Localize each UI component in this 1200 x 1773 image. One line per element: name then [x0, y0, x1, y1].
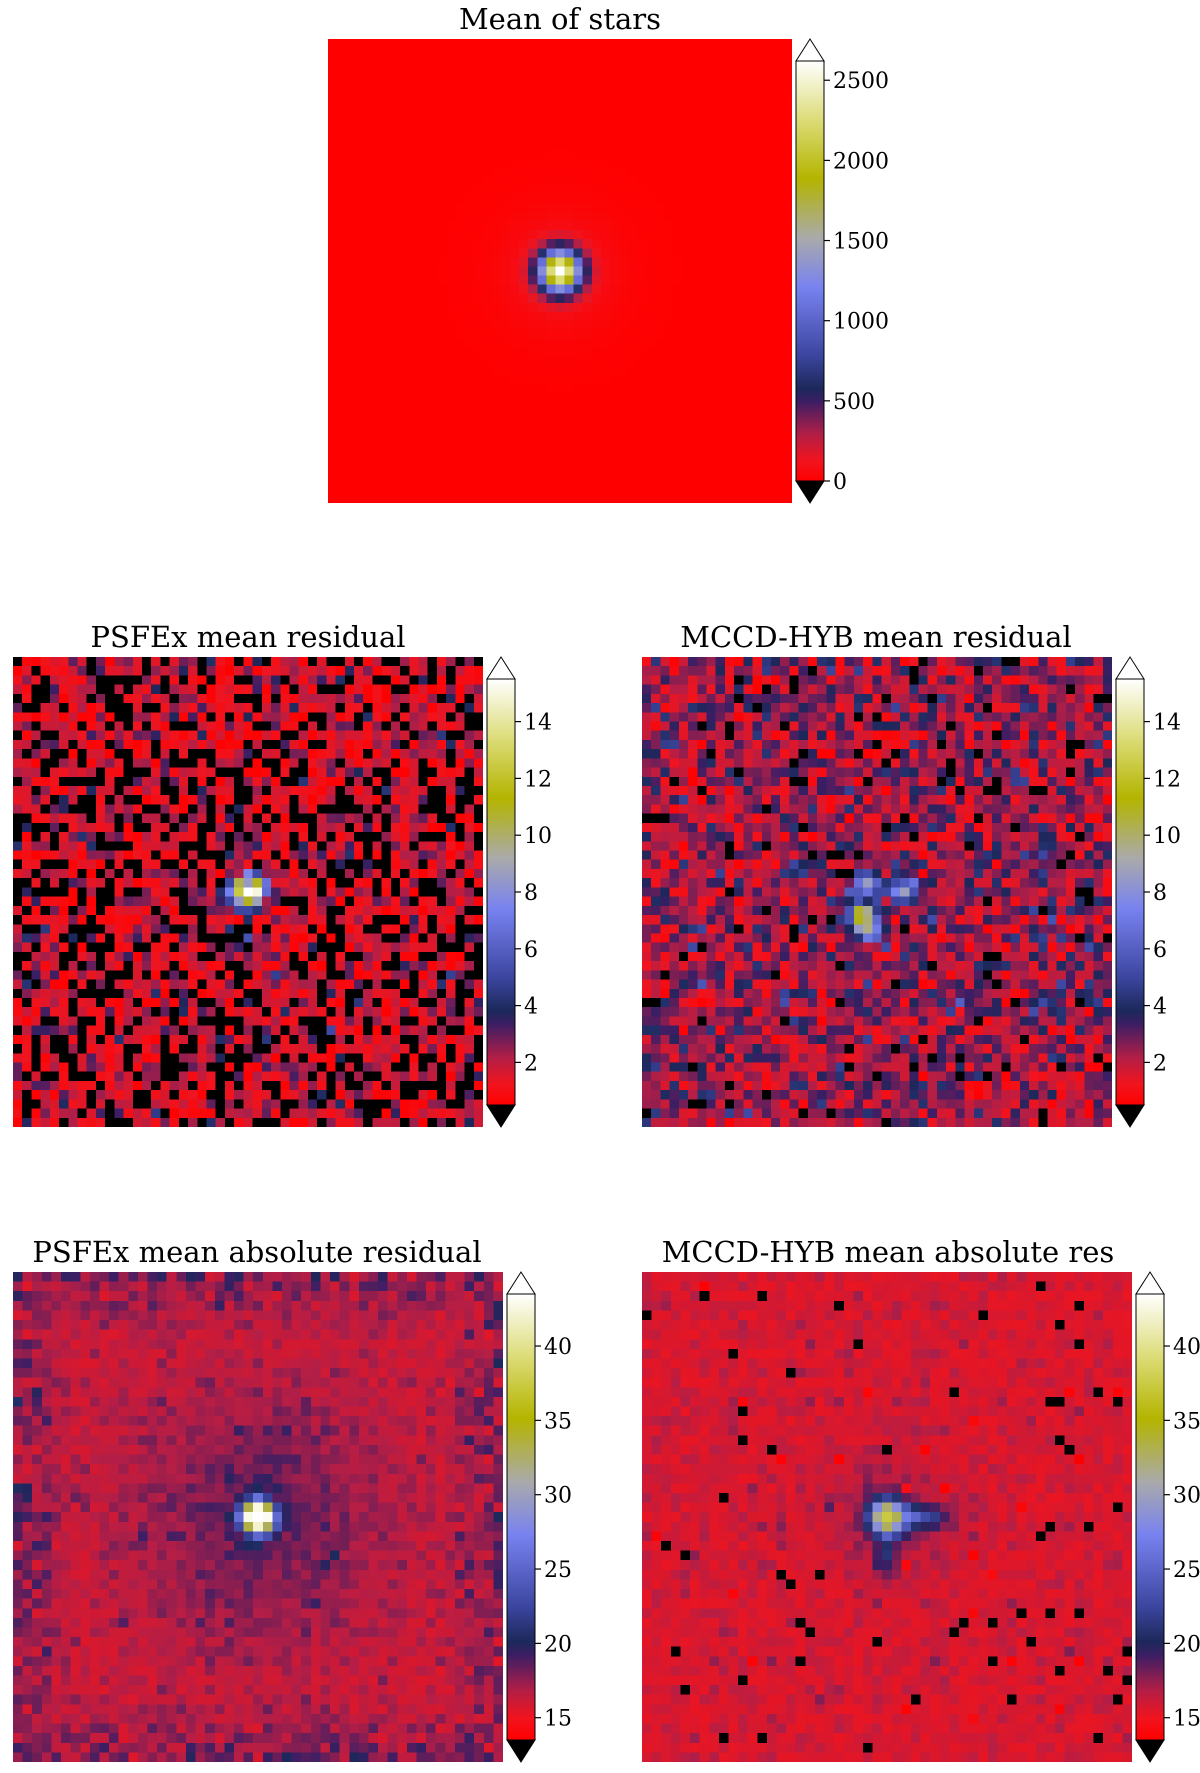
colorbar-tick-label: 0: [833, 470, 847, 495]
colorbar-tick-label: 14: [1153, 711, 1181, 736]
colorbar-tick-label: 30: [1173, 1484, 1200, 1509]
colorbar-tick-label: 30: [544, 1484, 572, 1509]
colorbar-tick-label: 25: [1173, 1558, 1200, 1583]
colorbar-tick-label: 8: [524, 881, 538, 906]
colorbar-tick-label: 2: [524, 1051, 538, 1076]
colorbar-over-arrow: [795, 38, 825, 62]
colorbar-over-arrow: [506, 1271, 536, 1295]
colorbar-tick-label: 4: [1153, 995, 1167, 1020]
colorbar-tick-label: 15: [544, 1707, 572, 1732]
colorbar: 2 4 6 8 10 12 14: [486, 656, 552, 1128]
heatmap-image: [13, 1272, 503, 1762]
colorbar-under-arrow: [1135, 1739, 1165, 1763]
colorbar-under-arrow: [795, 480, 825, 504]
colorbar-tick-label: 10: [1153, 824, 1181, 849]
colorbar: 2 4 6 8 10 12 14: [1115, 656, 1181, 1128]
colorbar-tick-label: 2: [1153, 1051, 1167, 1076]
chart-title: MCCD-HYB mean residual: [680, 620, 1072, 654]
heatmap-image: [328, 39, 792, 503]
colorbar: 15 20 25 30 35 40: [506, 1271, 572, 1763]
colorbar-tick-label: 2000: [833, 149, 889, 174]
colorbar-tick-label: 2500: [833, 69, 889, 94]
colorbar-tick-label: 35: [544, 1409, 572, 1434]
colorbar-tick-label: 12: [524, 767, 552, 792]
colorbar-tick-label: 40: [1173, 1335, 1200, 1360]
colorbar-tick-label: 6: [1153, 938, 1167, 963]
colorbar-tick-label: 35: [1173, 1409, 1200, 1434]
heatmap-image: [642, 1272, 1132, 1762]
colorbar-tick-label: 12: [1153, 767, 1181, 792]
chart-title: Mean of stars: [458, 2, 662, 36]
colorbar-under-arrow: [506, 1739, 536, 1763]
colorbar-tick-label: 6: [524, 938, 538, 963]
colorbar-gradient: [506, 1293, 536, 1741]
heatmap-image: [13, 657, 483, 1127]
chart-title: MCCD-HYB mean absolute res: [661, 1235, 1115, 1269]
colorbar-tick-label: 25: [544, 1558, 572, 1583]
colorbar-over-arrow: [1135, 1271, 1165, 1295]
colorbar-tick-label: 15: [1173, 1707, 1200, 1732]
chart-title: PSFEx mean absolute residual: [32, 1235, 482, 1269]
colorbar-tick-label: 500: [833, 390, 875, 415]
colorbar-gradient: [486, 678, 516, 1106]
colorbar-under-arrow: [486, 1104, 516, 1128]
colorbar-gradient: [1115, 678, 1145, 1106]
colorbar-tick-label: 1000: [833, 310, 889, 335]
colorbar: 0 500 1000 1500 2000 2500: [795, 38, 889, 504]
colorbar-under-arrow: [1115, 1104, 1145, 1128]
colorbar-tick-label: 20: [544, 1632, 572, 1657]
colorbar-tick-label: 20: [1173, 1632, 1200, 1657]
colorbar-over-arrow: [486, 656, 516, 680]
colorbar: 15 20 25 30 35 40: [1135, 1271, 1200, 1763]
colorbar-tick-label: 1500: [833, 230, 889, 255]
colorbar-tick-label: 40: [544, 1335, 572, 1360]
colorbar-tick-label: 4: [524, 995, 538, 1020]
colorbar-over-arrow: [1115, 656, 1145, 680]
colorbar-tick-label: 10: [524, 824, 552, 849]
colorbar-tick-label: 14: [524, 711, 552, 736]
colorbar-gradient: [795, 60, 825, 482]
chart-title: PSFEx mean residual: [90, 620, 406, 654]
colorbar-gradient: [1135, 1293, 1165, 1741]
colorbar-tick-label: 8: [1153, 881, 1167, 906]
heatmap-image: [642, 657, 1112, 1127]
